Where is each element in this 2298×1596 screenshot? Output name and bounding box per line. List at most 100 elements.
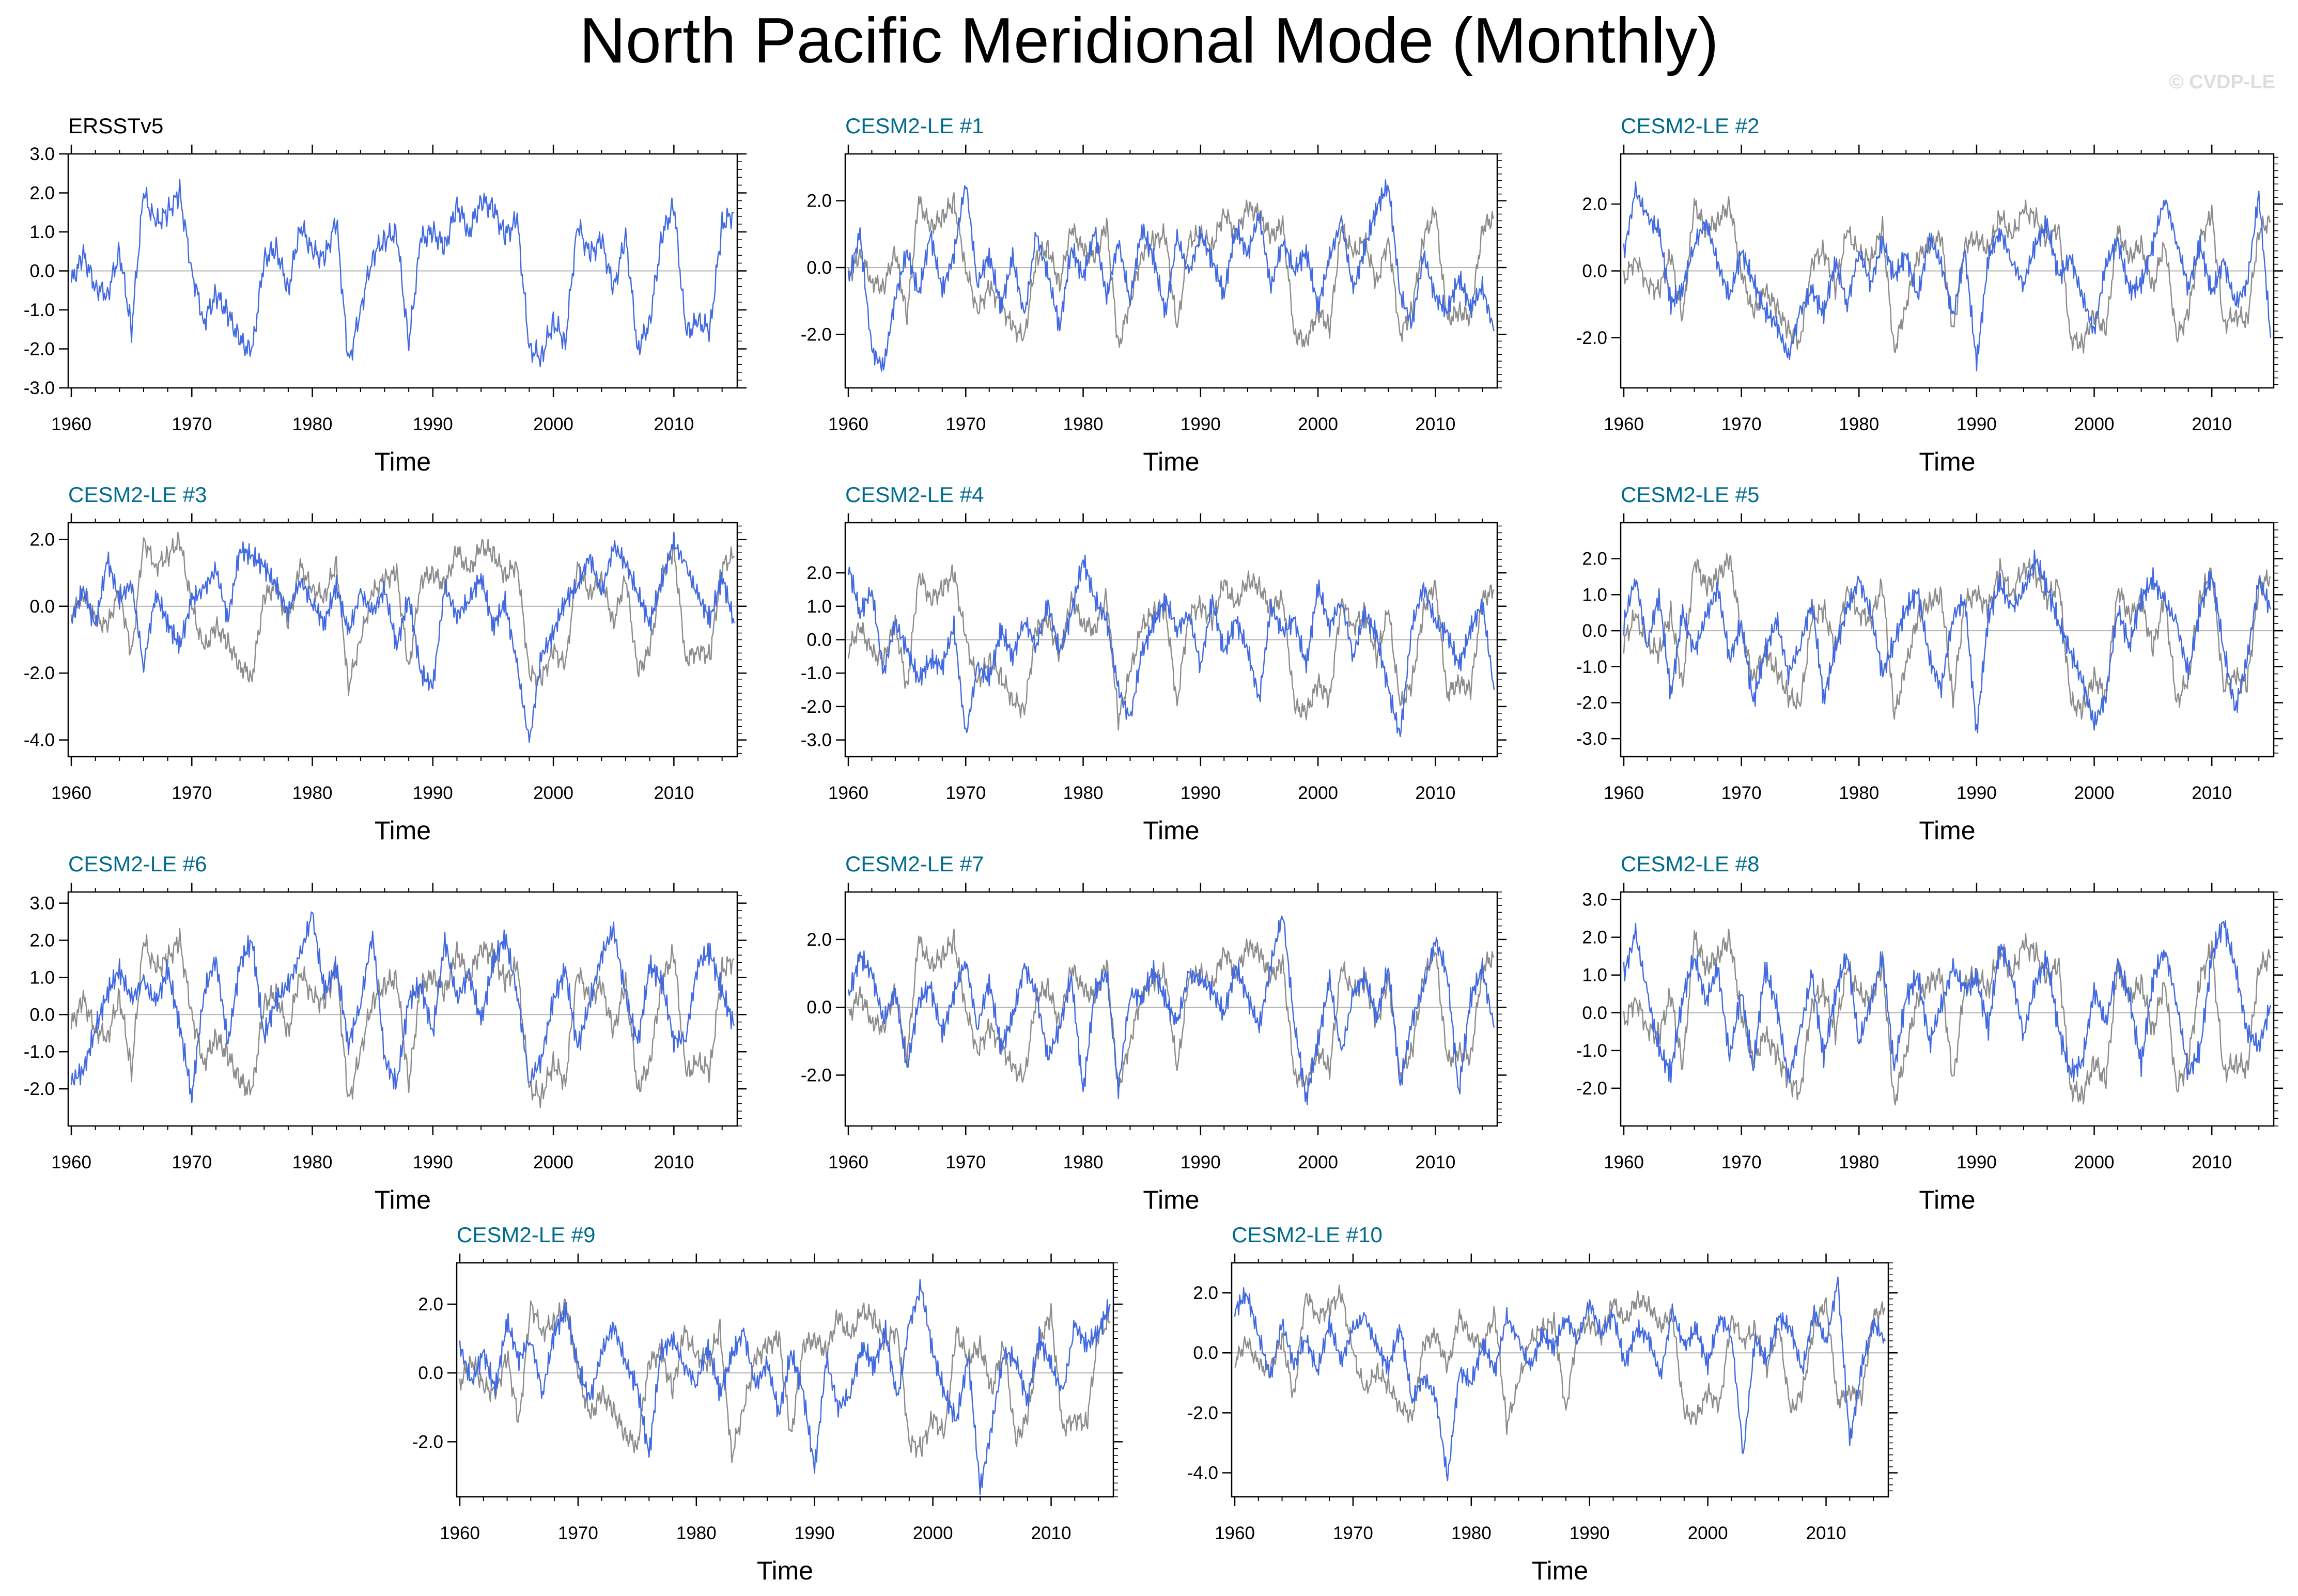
y-tick-label: -1.0 bbox=[1576, 657, 1607, 677]
x-tick-label: 1970 bbox=[172, 1152, 212, 1172]
panel-title: CESM2-LE #1 bbox=[845, 114, 984, 138]
x-tick-label: 2000 bbox=[2074, 414, 2115, 434]
y-tick-label: 1.0 bbox=[1582, 585, 1607, 605]
plot-frame bbox=[67, 891, 738, 1127]
x-tick-label: 2010 bbox=[654, 783, 694, 803]
x-tick-label: 1990 bbox=[1570, 1523, 1610, 1543]
series-line-ersstv5 bbox=[70, 928, 735, 1108]
x-tick-label: 1980 bbox=[292, 783, 333, 803]
x-tick-label: 1980 bbox=[1063, 414, 1104, 434]
x-tick-label: 1980 bbox=[292, 1152, 333, 1172]
series-line-cesm2-le-4 bbox=[847, 554, 1495, 738]
credit-label: © CVDP-LE bbox=[2169, 71, 2275, 93]
x-tick-label: 2000 bbox=[2074, 783, 2115, 803]
series-line-ersstv5 bbox=[70, 179, 735, 367]
plot-frame bbox=[844, 153, 1498, 389]
x-tick-label: 2000 bbox=[533, 414, 573, 434]
x-tick-label: 2010 bbox=[654, 1152, 694, 1172]
plot-frame bbox=[844, 891, 1498, 1127]
x-tick-label: 1980 bbox=[1839, 783, 1879, 803]
y-tick-label: -2.0 bbox=[412, 1432, 443, 1452]
x-axis-title: Time bbox=[375, 447, 431, 476]
x-tick-label: 1970 bbox=[1721, 1152, 1762, 1172]
x-tick-label: 1990 bbox=[413, 783, 453, 803]
series-line-ersstv5 bbox=[1623, 928, 2271, 1106]
x-tick-label: 2000 bbox=[1298, 1152, 1338, 1172]
panel-3: 1960 1970 1980 1990 2000 2010 -2.0 0.0 2.0 CESM2-… bbox=[1576, 114, 2283, 476]
x-tick-label: 1980 bbox=[292, 414, 333, 434]
x-tick-label: 1960 bbox=[828, 783, 868, 803]
y-tick-label: 3.0 bbox=[29, 144, 55, 164]
x-tick-label: 2010 bbox=[654, 414, 694, 434]
x-tick-label: 1960 bbox=[1604, 783, 1644, 803]
x-tick-label: 1980 bbox=[1839, 1152, 1879, 1172]
panel-9: 1960 1970 1980 1990 2000 2010 -2.0 -1.0 0.0 1.0 2.… bbox=[1576, 852, 2283, 1214]
y-tick-label: -2.0 bbox=[24, 339, 55, 359]
y-tick-label: 1.0 bbox=[29, 967, 55, 988]
x-axis-title: Time bbox=[1143, 816, 1199, 845]
x-tick-label: 1990 bbox=[1181, 783, 1221, 803]
x-tick-label: 1990 bbox=[795, 1523, 835, 1543]
series-line-cesm2-le-6 bbox=[70, 911, 735, 1103]
page-title: North Pacific Meridional Mode (Monthly) bbox=[579, 5, 1719, 76]
x-axis-title: Time bbox=[375, 816, 431, 845]
x-tick-label: 2010 bbox=[1415, 414, 1455, 434]
y-tick-label: -1.0 bbox=[801, 663, 832, 683]
panel-10: 1960 1970 1980 1990 2000 2010 -2.0 0.0 2.0 CESM2-… bbox=[412, 1223, 1123, 1585]
x-tick-label: 2000 bbox=[533, 1152, 573, 1172]
y-tick-label: 2.0 bbox=[29, 183, 55, 204]
panel-4: 1960 1970 1980 1990 2000 2010 -4.0 -2.0 0.0 2.0 CE… bbox=[24, 482, 747, 845]
y-tick-label: 0.0 bbox=[1582, 261, 1607, 281]
panel-8: 1960 1970 1980 1990 2000 2010 -2.0 0.0 2.0 CESM2-… bbox=[801, 852, 1507, 1214]
x-tick-label: 2000 bbox=[1298, 783, 1338, 803]
panel-title: CESM2-LE #5 bbox=[1621, 482, 1759, 507]
series-line-cesm2-le-2 bbox=[1623, 181, 2272, 371]
panel-5: 1960 1970 1980 1990 2000 2010 -3.0 -2.0 -1.0 0.0 1… bbox=[801, 482, 1507, 845]
x-tick-label: 1960 bbox=[440, 1523, 480, 1543]
plot-frame bbox=[1620, 522, 2275, 758]
y-tick-label: 1.0 bbox=[806, 597, 832, 617]
y-tick-label: 2.0 bbox=[1582, 549, 1607, 569]
x-tick-label: 1960 bbox=[51, 783, 91, 803]
panel-2: 1960 1970 1980 1990 2000 2010 -2.0 0.0 2.0 CESM2-… bbox=[801, 114, 1507, 476]
y-tick-label: 2.0 bbox=[806, 930, 832, 950]
y-tick-label: -2.0 bbox=[1576, 328, 1607, 348]
x-axis-title: Time bbox=[1919, 816, 1975, 845]
x-tick-label: 1990 bbox=[1181, 414, 1221, 434]
y-tick-label: 2.0 bbox=[1582, 928, 1607, 948]
x-tick-label: 2010 bbox=[2192, 414, 2232, 434]
x-tick-label: 1970 bbox=[172, 414, 212, 434]
x-tick-label: 1990 bbox=[1957, 414, 1997, 434]
x-axis-title: Time bbox=[1919, 1185, 1975, 1214]
x-tick-label: 1960 bbox=[1604, 414, 1644, 434]
panel-title: CESM2-LE #8 bbox=[1621, 852, 1759, 876]
x-tick-label: 1970 bbox=[1721, 783, 1762, 803]
panel-title: CESM2-LE #4 bbox=[845, 482, 984, 507]
panel-title: CESM2-LE #10 bbox=[1232, 1223, 1383, 1247]
series-line-cesm2-le-3 bbox=[70, 531, 735, 743]
y-tick-label: 0.0 bbox=[806, 630, 832, 650]
plot-frame bbox=[1620, 891, 2275, 1127]
panel-title: ERSSTv5 bbox=[68, 114, 163, 138]
panel-7: 1960 1970 1980 1990 2000 2010 -2.0 -1.0 0.0 1.0 2.… bbox=[24, 852, 747, 1214]
x-tick-label: 2000 bbox=[913, 1523, 953, 1543]
panel-title: CESM2-LE #9 bbox=[457, 1223, 595, 1247]
y-tick-label: 0.0 bbox=[1193, 1343, 1218, 1363]
x-tick-label: 1960 bbox=[1604, 1152, 1644, 1172]
x-tick-label: 2000 bbox=[2074, 1152, 2115, 1172]
x-tick-label: 1980 bbox=[1839, 414, 1879, 434]
x-tick-label: 1960 bbox=[828, 1152, 868, 1172]
x-axis-title: Time bbox=[1919, 447, 1975, 476]
series-line-cesm2-le-5 bbox=[1623, 549, 2272, 733]
x-tick-label: 2010 bbox=[1806, 1523, 1846, 1543]
x-axis-title: Time bbox=[757, 1556, 813, 1585]
y-tick-label: 0.0 bbox=[1582, 621, 1607, 641]
y-tick-label: 0.0 bbox=[806, 258, 832, 278]
series-line-cesm2-le-9 bbox=[459, 1279, 1111, 1496]
x-tick-label: 1970 bbox=[1333, 1523, 1373, 1543]
y-tick-label: -2.0 bbox=[24, 1079, 55, 1099]
x-tick-label: 1990 bbox=[413, 1152, 453, 1172]
x-tick-label: 1990 bbox=[413, 414, 453, 434]
y-tick-label: 2.0 bbox=[806, 191, 832, 211]
